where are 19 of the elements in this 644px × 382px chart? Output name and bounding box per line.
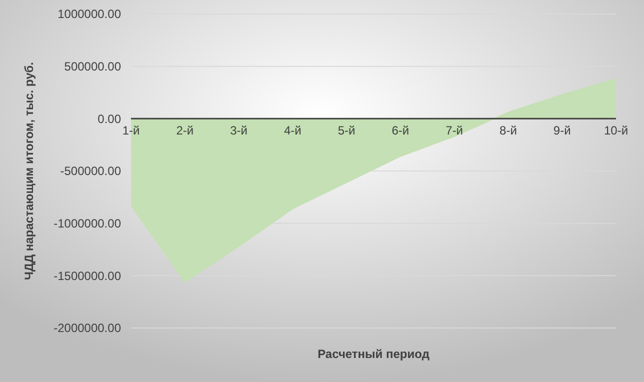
x-tick-label: 2-й <box>176 124 194 138</box>
x-tick-label: 3-й <box>230 124 248 138</box>
x-tick-label: 6-й <box>392 124 410 138</box>
y-tick-label: -1000000.00 <box>54 216 122 231</box>
y-tick-label: 0.00 <box>98 112 122 126</box>
x-tick-label: 5-й <box>338 124 356 138</box>
y-tick-label: -1500000.00 <box>54 268 122 283</box>
y-tick-label: -500000.00 <box>60 164 122 178</box>
y-tick-label: 1000000.00 <box>58 7 122 22</box>
x-tick-label: 10-й <box>604 124 628 138</box>
y-tick-label: -2000000.00 <box>54 321 122 336</box>
x-axis-title: Расчетный период <box>318 347 430 361</box>
y-tick-label: 500000.00 <box>64 60 122 74</box>
x-tick-label: 7-й <box>446 124 464 138</box>
x-tick-label: 4-й <box>284 124 302 138</box>
x-tick-label: 1-й <box>122 124 140 138</box>
x-tick-label: 9-й <box>553 124 571 138</box>
x-tick-label: 8-й <box>500 124 517 138</box>
y-axis-title: ЧДД нарастающим итогом, тыс. руб. <box>22 62 36 280</box>
